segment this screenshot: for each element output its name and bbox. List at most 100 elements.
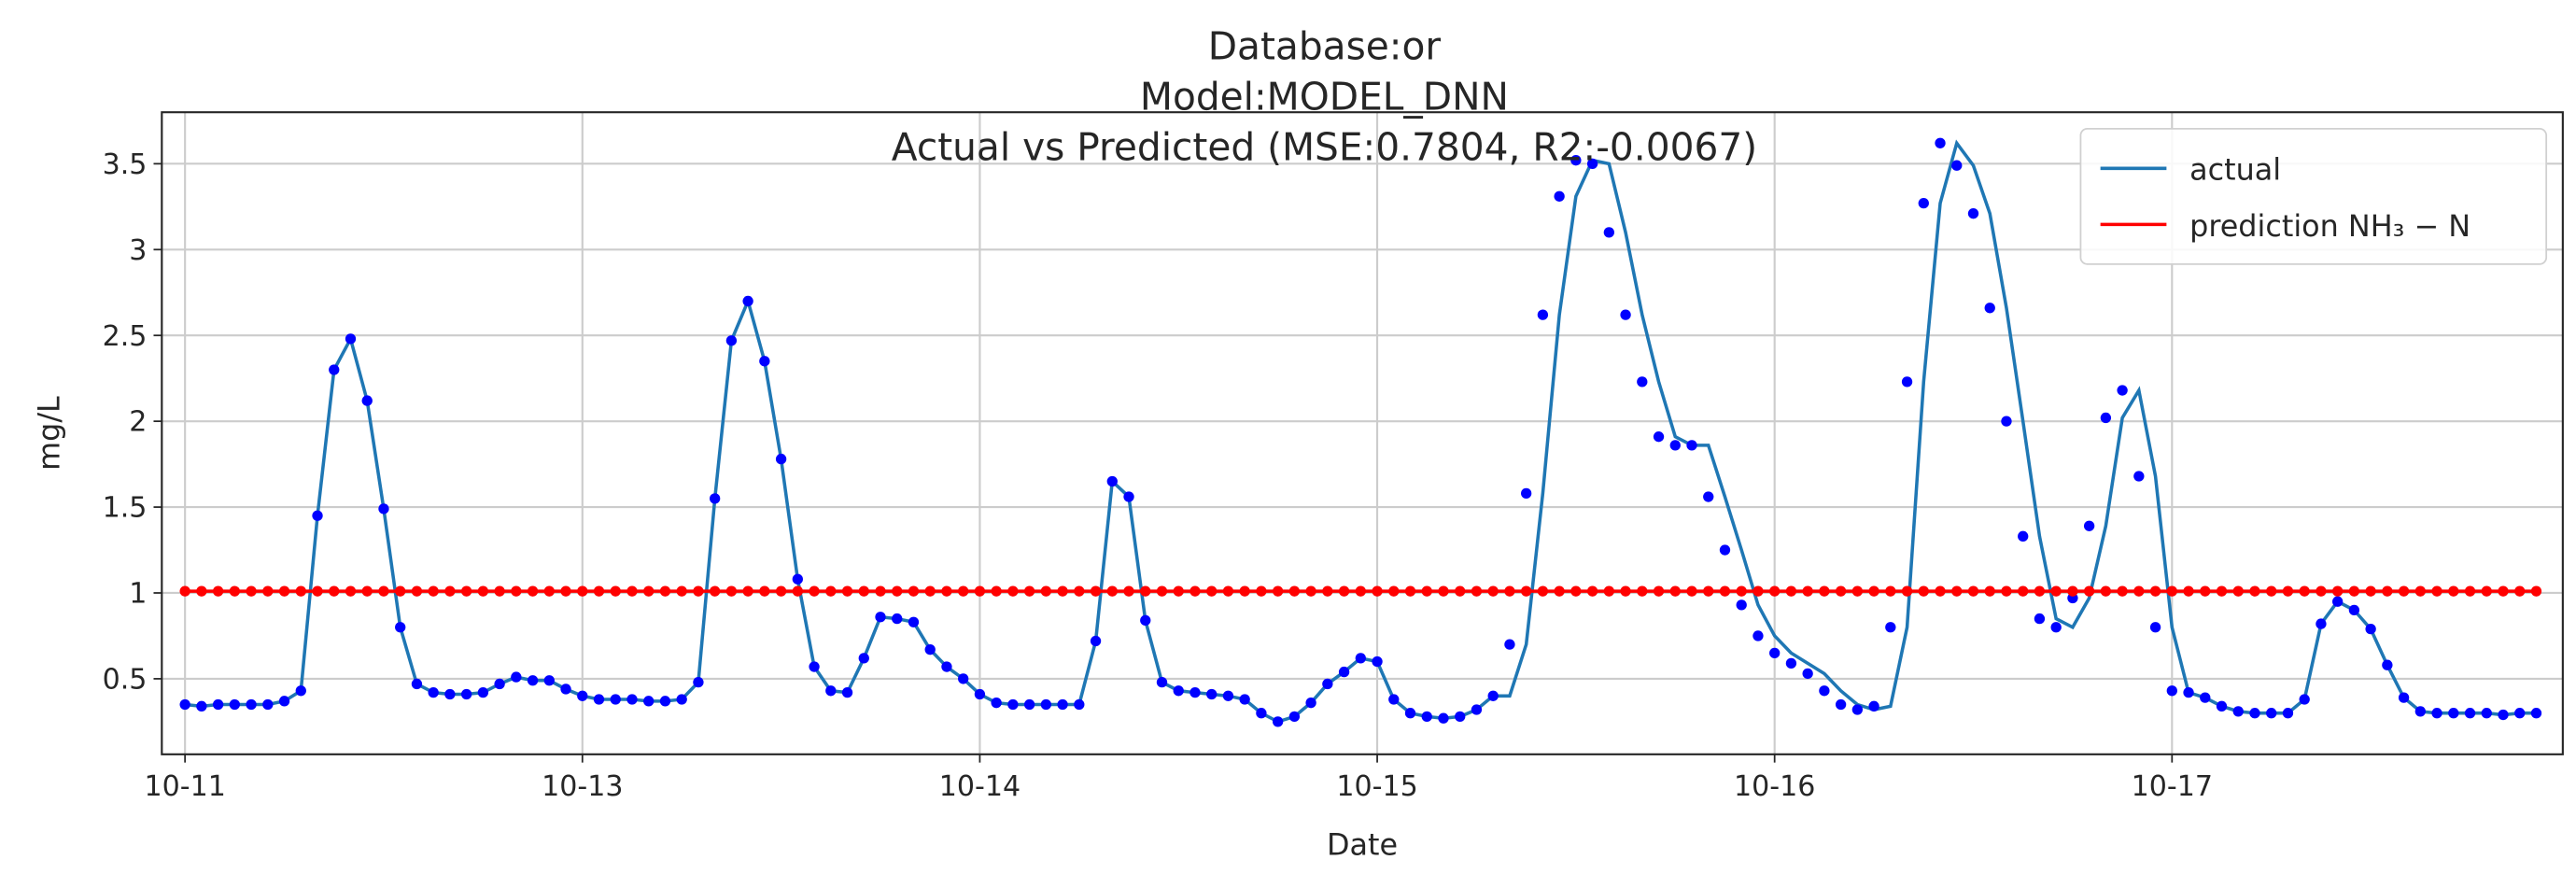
data-point — [892, 613, 903, 625]
data-point — [378, 503, 389, 514]
data-point — [1338, 585, 1350, 597]
y-tick-label: 3 — [129, 234, 147, 267]
data-point — [1074, 698, 1085, 711]
data-point — [577, 585, 588, 597]
data-point — [1421, 711, 1432, 723]
data-point — [2166, 685, 2177, 697]
data-point — [1835, 585, 1847, 597]
data-point — [444, 585, 456, 597]
data-point — [1487, 585, 1499, 597]
data-point — [511, 585, 522, 597]
data-point — [212, 585, 224, 597]
data-point — [2431, 585, 2442, 597]
data-point — [1785, 585, 1797, 597]
data-point — [378, 585, 389, 597]
data-point — [1504, 585, 1515, 597]
data-point — [1736, 599, 1747, 611]
data-point — [858, 585, 869, 597]
data-point — [1156, 676, 1168, 688]
x-tick-label: 10-16 — [1734, 770, 1815, 803]
data-point — [2431, 708, 2442, 719]
data-point — [2299, 694, 2310, 705]
data-point — [2034, 613, 2046, 625]
data-point — [1388, 585, 1400, 597]
data-point — [974, 688, 986, 700]
data-point — [1620, 585, 1631, 597]
data-point — [1570, 155, 1582, 166]
data-point — [2448, 708, 2459, 719]
data-point — [2100, 585, 2112, 597]
data-point — [693, 585, 704, 597]
data-point — [1421, 585, 1432, 597]
data-point — [1372, 585, 1383, 597]
data-point — [742, 295, 753, 307]
data-point — [1703, 585, 1714, 597]
data-point — [1802, 585, 1813, 597]
data-point — [1951, 585, 1963, 597]
data-point — [875, 612, 886, 623]
data-point — [345, 585, 357, 597]
data-point — [1305, 698, 1316, 709]
data-point — [1554, 190, 1565, 202]
data-point — [2067, 585, 2078, 597]
y-tick-label: 2.5 — [103, 320, 148, 353]
data-point — [278, 585, 290, 597]
data-point — [2133, 471, 2145, 482]
data-point — [725, 585, 738, 597]
data-point — [428, 585, 439, 597]
data-point — [1189, 686, 1201, 698]
data-point — [1586, 158, 1598, 170]
data-point — [2348, 604, 2360, 616]
data-point — [1023, 698, 1035, 711]
data-point — [2282, 585, 2294, 597]
data-point — [1471, 704, 1483, 715]
data-point — [2149, 585, 2161, 597]
data-point — [1438, 712, 1449, 724]
data-point — [2498, 585, 2509, 597]
data-point — [1885, 622, 1896, 633]
data-point — [659, 696, 671, 707]
data-point — [958, 585, 969, 597]
data-point — [1686, 440, 1697, 451]
data-point — [1256, 585, 1267, 597]
data-point — [2481, 708, 2492, 719]
data-point — [841, 585, 853, 597]
data-point — [295, 585, 306, 597]
data-point — [2266, 585, 2277, 597]
data-point — [1753, 630, 1764, 641]
data-point — [295, 685, 306, 697]
data-point — [1967, 208, 1979, 219]
data-point — [775, 453, 787, 465]
data-point — [1288, 711, 1301, 723]
data-point — [2514, 708, 2526, 719]
data-point — [941, 661, 952, 672]
data-point — [1851, 585, 1864, 597]
data-point — [312, 510, 323, 521]
data-point — [1355, 653, 1366, 664]
data-point — [1586, 585, 1598, 597]
data-point — [494, 678, 505, 690]
data-point — [543, 585, 555, 597]
data-point — [1206, 688, 1218, 700]
data-point — [1173, 585, 1184, 597]
data-point — [1040, 585, 1052, 597]
data-point — [1653, 431, 1665, 443]
data-point — [2514, 585, 2526, 597]
data-point — [643, 696, 655, 707]
data-point — [361, 395, 373, 406]
data-point — [2382, 585, 2393, 597]
data-point — [626, 585, 638, 597]
data-point — [2398, 692, 2410, 703]
data-point — [577, 690, 588, 701]
data-point — [2382, 659, 2393, 670]
data-point — [1322, 585, 1333, 597]
data-point — [1322, 678, 1333, 690]
data-point — [1106, 585, 1118, 597]
data-point — [2414, 585, 2426, 597]
data-point — [494, 585, 505, 597]
data-point — [229, 585, 241, 597]
y-tick-label: 2 — [129, 406, 147, 439]
data-point — [924, 585, 936, 597]
data-point — [1023, 585, 1035, 597]
